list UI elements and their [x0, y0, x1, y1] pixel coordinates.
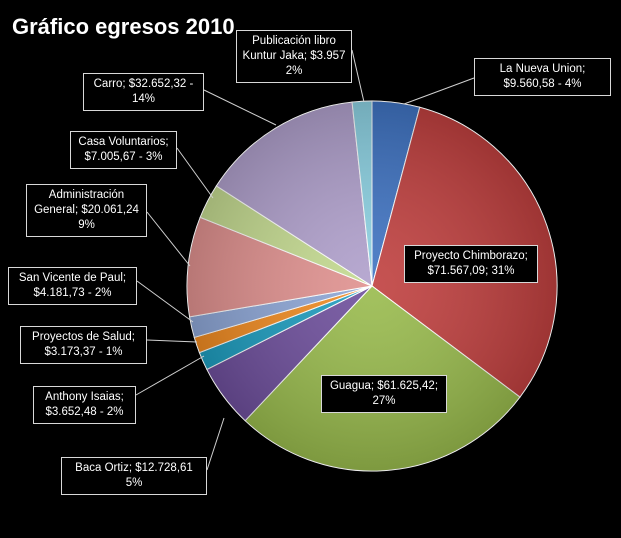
- leader-line: [176, 147, 214, 199]
- data-label-publicaci-n-libro-kuntur-jaka: Publicación libro Kuntur Jaka; $3.957 2%: [236, 30, 352, 83]
- leader-line: [203, 89, 277, 126]
- data-label-proyectos-de-salud: Proyectos de Salud; $3.173,37 - 1%: [20, 326, 147, 364]
- data-label-guagua: Guagua; $61.625,42; 27%: [321, 375, 447, 413]
- data-label-la-nueva-union: La Nueva Union; $9.560,58 - 4%: [474, 58, 611, 96]
- data-label-baca-ortiz: Baca Ortiz; $12.728,61 5%: [61, 457, 207, 495]
- data-label-administraci-n-general: Administración General; $20.061,24 9%: [26, 184, 147, 237]
- chart-title: Gráfico egresos 2010: [12, 14, 235, 39]
- data-label-proyecto-chimborazo: Proyecto Chimborazo; $71.567,09; 31%: [404, 245, 538, 283]
- leader-line: [146, 211, 191, 267]
- data-label-san-vicente-de-paul: San Vicente de Paul; $4.181,73 - 2%: [8, 267, 137, 305]
- leader-line: [146, 339, 198, 343]
- leader-line: [206, 417, 225, 471]
- leader-line: [351, 49, 365, 103]
- leader-line: [136, 280, 194, 323]
- leader-line: [403, 77, 475, 105]
- leader-line: [135, 355, 205, 396]
- data-label-anthony-isaias: Anthony Isaias; $3.652,48 - 2%: [33, 386, 136, 424]
- data-label-casa-voluntarios: Casa Voluntarios; $7.005,67 - 3%: [70, 131, 177, 169]
- data-label-carro: Carro; $32.652,32 - 14%: [83, 73, 204, 111]
